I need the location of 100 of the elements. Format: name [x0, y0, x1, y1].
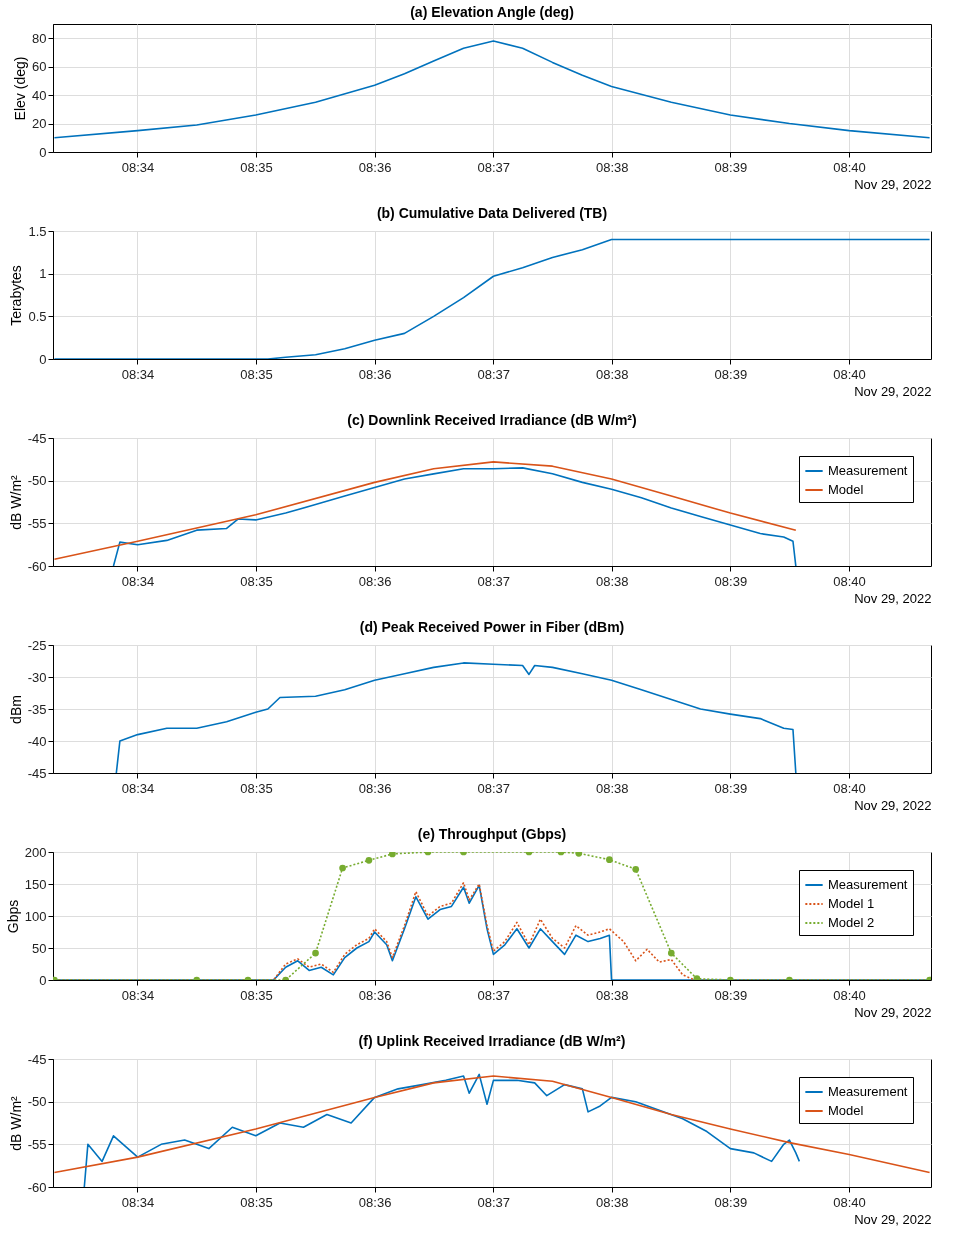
- y-tick-label: -55: [27, 515, 47, 531]
- x-tick-label: 08:35: [240, 1194, 273, 1210]
- x-tick-label: 08:39: [714, 573, 748, 589]
- x-tick-label: 08:37: [477, 1194, 510, 1210]
- y-tick-label: 20: [32, 116, 47, 132]
- legend-label: Measurement: [828, 463, 908, 478]
- legend-label: Model: [828, 1103, 864, 1118]
- y-tick-label: 150: [24, 876, 47, 892]
- x-tick-label: 08:35: [240, 573, 273, 589]
- x-axis-title: Nov 29, 2022: [854, 797, 932, 813]
- x-tick-label: 08:40: [833, 159, 866, 175]
- y-tick-label: 40: [32, 87, 47, 103]
- x-tick-label: 08:38: [595, 987, 629, 1003]
- y-tick-label: -40: [27, 733, 47, 749]
- x-tick-label: 08:35: [240, 366, 273, 382]
- x-axis-title: Nov 29, 2022: [854, 1004, 932, 1020]
- y-tick-label: -45: [27, 1051, 47, 1067]
- x-axis-title: Nov 29, 2022: [854, 590, 932, 606]
- x-tick-label: 08:34: [121, 159, 155, 175]
- y-axis-title: Terabytes: [8, 265, 25, 326]
- y-tick-label: 1: [39, 266, 47, 282]
- y-axis-title: dB W/m²: [7, 474, 24, 530]
- y-tick-label: -50: [27, 1094, 47, 1110]
- y-axis-title: dB W/m²: [7, 1095, 24, 1151]
- x-tick-label: 08:40: [833, 780, 866, 796]
- x-tick-label: 08:35: [240, 159, 273, 175]
- y-axis-title: Elev (deg): [12, 56, 29, 121]
- y-tick-label: -35: [27, 701, 47, 717]
- x-tick-label: 08:38: [595, 780, 629, 796]
- point: [339, 864, 346, 872]
- y-tick-label: 0: [39, 144, 47, 160]
- x-tick-label: 08:39: [714, 366, 748, 382]
- y-axis-title: dBm: [7, 695, 24, 724]
- y-tick-label: 0: [39, 351, 47, 367]
- x-tick-label: 08:35: [240, 780, 273, 796]
- x-tick-label: 08:39: [714, 780, 748, 796]
- chart-title: (b) Cumulative Data Delivered (TB): [376, 205, 608, 221]
- x-tick-label: 08:36: [358, 1194, 392, 1210]
- legend-label: Model 1: [828, 896, 875, 911]
- chart-title: (a) Elevation Angle (deg): [410, 4, 574, 20]
- chart-title: (e) Throughput (Gbps): [417, 826, 567, 842]
- x-tick-label: 08:34: [121, 366, 155, 382]
- x-axis-title: Nov 29, 2022: [854, 1211, 932, 1227]
- x-tick-label: 08:35: [240, 987, 273, 1003]
- y-tick-label: -45: [27, 765, 47, 781]
- chart-title: (d) Peak Received Power in Fiber (dBm): [359, 619, 625, 635]
- x-tick-label: 08:37: [477, 780, 510, 796]
- legend-label: Measurement: [828, 877, 908, 892]
- y-tick-label: 80: [32, 30, 47, 46]
- x-tick-label: 08:37: [477, 366, 510, 382]
- x-tick-label: 08:34: [121, 573, 155, 589]
- point: [606, 856, 613, 864]
- x-tick-label: 08:37: [477, 987, 510, 1003]
- point: [365, 856, 373, 864]
- x-tick-label: 08:37: [477, 159, 510, 175]
- x-tick-label: 08:40: [833, 573, 866, 589]
- line-series: [53, 1075, 931, 1174]
- y-tick-label: -60: [27, 558, 47, 574]
- y-tick-label: 0.5: [28, 308, 47, 324]
- legend-label: Measurement: [828, 1084, 908, 1099]
- legend-label: Model 2: [828, 915, 875, 930]
- x-tick-label: 08:39: [714, 159, 748, 175]
- point: [667, 949, 675, 957]
- x-tick-label: 08:39: [714, 1194, 748, 1210]
- y-tick-label: -60: [27, 1179, 47, 1195]
- y-axis-title: Gbps: [4, 899, 21, 934]
- y-tick-label: 1.5: [28, 223, 47, 239]
- x-axis-title: Nov 29, 2022: [854, 383, 932, 399]
- x-tick-label: 08:38: [595, 573, 629, 589]
- x-tick-label: 08:36: [358, 987, 392, 1003]
- x-tick-label: 08:38: [595, 1194, 629, 1210]
- chart-title: (c) Downlink Received Irradiance (dB W/m²): [347, 412, 637, 428]
- y-tick-label: 50: [32, 940, 47, 956]
- x-tick-label: 08:40: [833, 1194, 866, 1210]
- line-series: [53, 461, 797, 560]
- x-tick-label: 08:38: [595, 366, 629, 382]
- x-tick-label: 08:34: [121, 780, 155, 796]
- y-tick-label: 200: [24, 844, 47, 860]
- x-tick-label: 08:36: [358, 780, 392, 796]
- x-tick-label: 08:34: [121, 1194, 155, 1210]
- y-tick-label: -25: [27, 637, 47, 653]
- legend-label: Model: [828, 482, 864, 497]
- x-tick-label: 08:38: [595, 159, 629, 175]
- y-tick-label: -50: [27, 473, 47, 489]
- point: [632, 865, 640, 873]
- x-tick-label: 08:36: [358, 366, 392, 382]
- y-tick-label: 60: [32, 59, 47, 75]
- point: [389, 852, 396, 858]
- line-series: [53, 40, 931, 139]
- point: [312, 949, 319, 957]
- x-tick-label: 08:36: [358, 573, 392, 589]
- line-series: [83, 1073, 801, 1187]
- x-tick-label: 08:36: [358, 159, 392, 175]
- x-tick-label: 08:34: [121, 987, 155, 1003]
- line-series: [112, 467, 797, 566]
- y-tick-label: -55: [27, 1136, 47, 1152]
- y-tick-label: -45: [27, 430, 47, 446]
- x-tick-label: 08:39: [714, 987, 748, 1003]
- y-tick-label: -30: [27, 669, 47, 685]
- chart-title: (f) Uplink Received Irradiance (dB W/m²): [358, 1033, 626, 1049]
